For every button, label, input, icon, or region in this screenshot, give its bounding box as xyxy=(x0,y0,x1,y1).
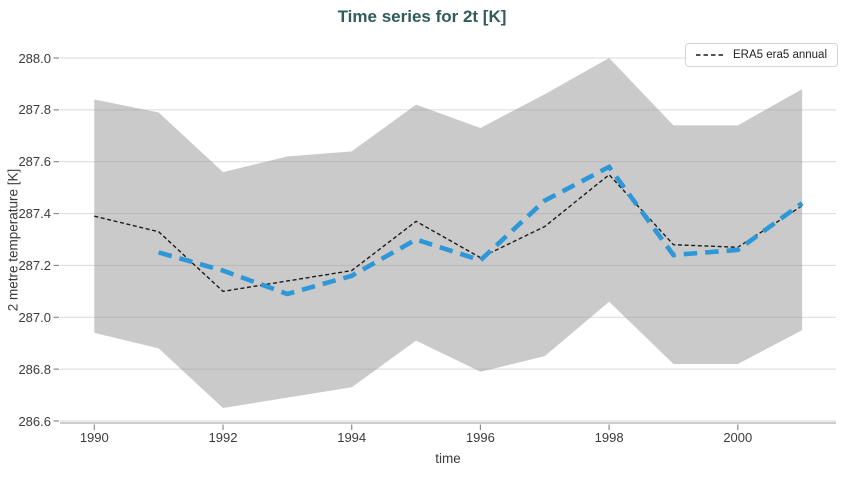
x-axis-title: time xyxy=(435,451,461,466)
x-tick-label: 1990 xyxy=(79,430,109,445)
x-tick-label: 2000 xyxy=(723,430,753,445)
x-tick-label: 1998 xyxy=(594,430,624,445)
y-tick-label: 287.6 xyxy=(18,154,51,170)
x-tick-label: 1992 xyxy=(208,430,238,445)
series-line-era5-annual xyxy=(94,173,803,293)
y-tick-label: 287.0 xyxy=(18,309,51,325)
y-tick-label: 287.4 xyxy=(18,206,51,222)
shaded-range-unlabeled xyxy=(94,58,803,409)
legend: ERA5 era5 annual xyxy=(685,43,838,67)
y-tick-label: 287.2 xyxy=(18,257,51,273)
chart-title: Time series for 2t [K] xyxy=(337,7,507,26)
legend-dashed-line-sample xyxy=(696,54,725,56)
y-tick-label: 286.6 xyxy=(18,413,51,429)
y-tick-label: 288.0 xyxy=(18,50,51,66)
x-tick-label: 1996 xyxy=(465,430,495,445)
legend-item-label: ERA5 era5 annual xyxy=(733,49,827,61)
series-line-smoothed xyxy=(158,163,804,297)
x-tick-label: 1994 xyxy=(337,430,367,445)
y-tick-label: 286.8 xyxy=(18,361,51,377)
y-axis-title: 2 metre temperature [K] xyxy=(5,168,21,312)
y-tick-label: 287.8 xyxy=(18,102,51,118)
